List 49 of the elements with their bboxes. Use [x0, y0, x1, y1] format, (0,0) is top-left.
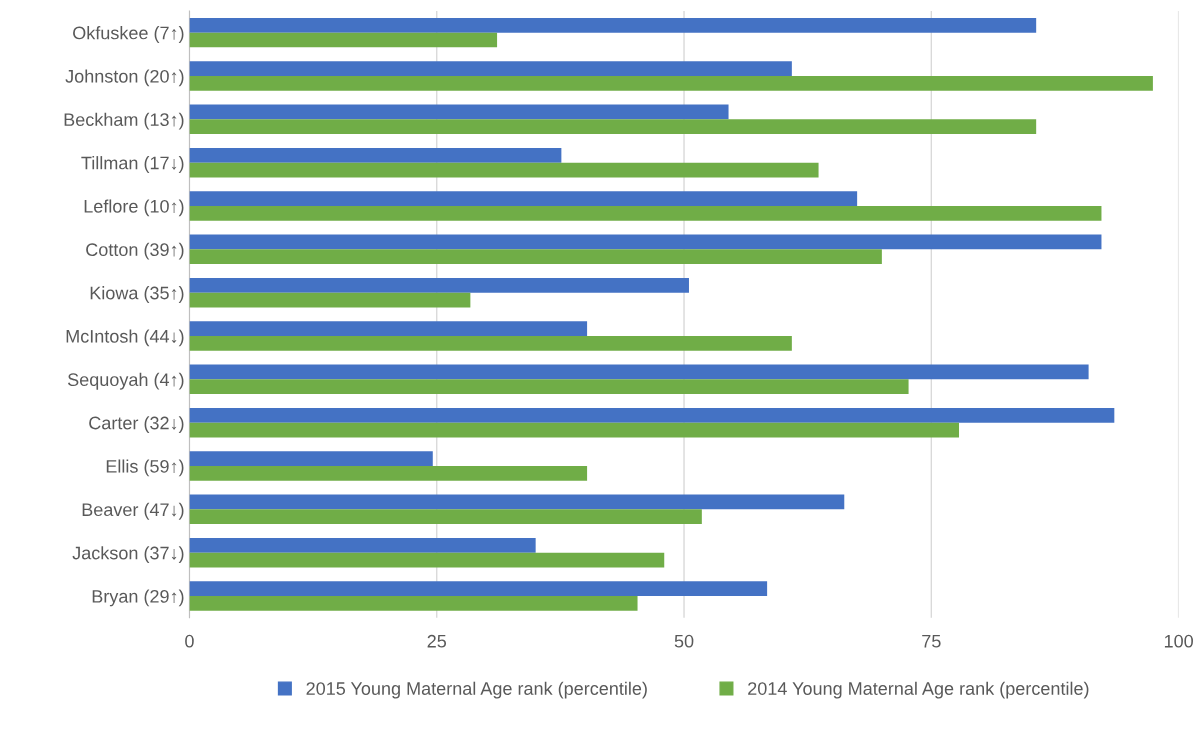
bar: [189, 205, 1102, 221]
y-tick-label: Tillman (17↓): [81, 156, 184, 173]
bar: [189, 277, 689, 293]
bar: [189, 249, 882, 265]
bar: [189, 147, 562, 163]
x-tick-label: 25: [427, 634, 447, 648]
y-tick-label: Ellis (59↑): [106, 459, 184, 477]
bar: [189, 17, 1037, 33]
bar: [189, 234, 1102, 250]
bar: [189, 451, 433, 467]
y-tick-label: Jackson (37↓): [72, 546, 184, 563]
legend-label: 2014 Young Maternal Age rank (percentile): [748, 681, 1089, 699]
bar: [189, 509, 702, 525]
bar: [189, 364, 1089, 380]
bar: [189, 552, 665, 568]
bar: [189, 119, 1037, 135]
bar: [189, 596, 638, 611]
bar: [189, 61, 792, 76]
bar: [189, 162, 819, 178]
y-tick-label: Cotton (39↑): [86, 242, 184, 260]
x-tick-label: 0: [185, 634, 194, 648]
bar: [189, 581, 768, 597]
x-tick-label: 100: [1164, 634, 1193, 648]
bar: [189, 321, 588, 336]
bar: [189, 379, 909, 395]
legend-label: 2015 Young Maternal Age rank (percentile): [306, 681, 647, 699]
y-tick-label: Leflore (10↑): [84, 199, 184, 217]
bar: [189, 336, 792, 351]
y-tick-label: Beckham (13↑): [64, 112, 184, 130]
y-tick-label: McIntosh (44↓): [66, 329, 184, 347]
bar: [189, 104, 729, 120]
y-tick-label: Okfuskee (7↑): [73, 26, 184, 43]
bar: [189, 32, 498, 48]
y-tick-label: Sequoyah (4↑): [67, 372, 184, 390]
bar: [189, 407, 1115, 423]
bar: [189, 422, 960, 438]
y-tick-label: Carter (32↓): [89, 416, 184, 433]
bar: [189, 292, 471, 308]
y-tick-label: Beaver (47↓): [82, 502, 184, 520]
x-tick-label: 50: [674, 634, 694, 648]
bar: [189, 466, 588, 481]
bar: [189, 494, 845, 510]
y-tick-label: Johnston (20↑): [65, 69, 184, 87]
x-tick-label: 75: [922, 635, 941, 648]
bar: [189, 537, 536, 553]
y-tick-label: Kiowa (35↑): [90, 286, 184, 303]
bar: [189, 75, 1153, 91]
bar: [189, 191, 858, 206]
y-tick-label: Bryan (29↑): [92, 589, 184, 607]
